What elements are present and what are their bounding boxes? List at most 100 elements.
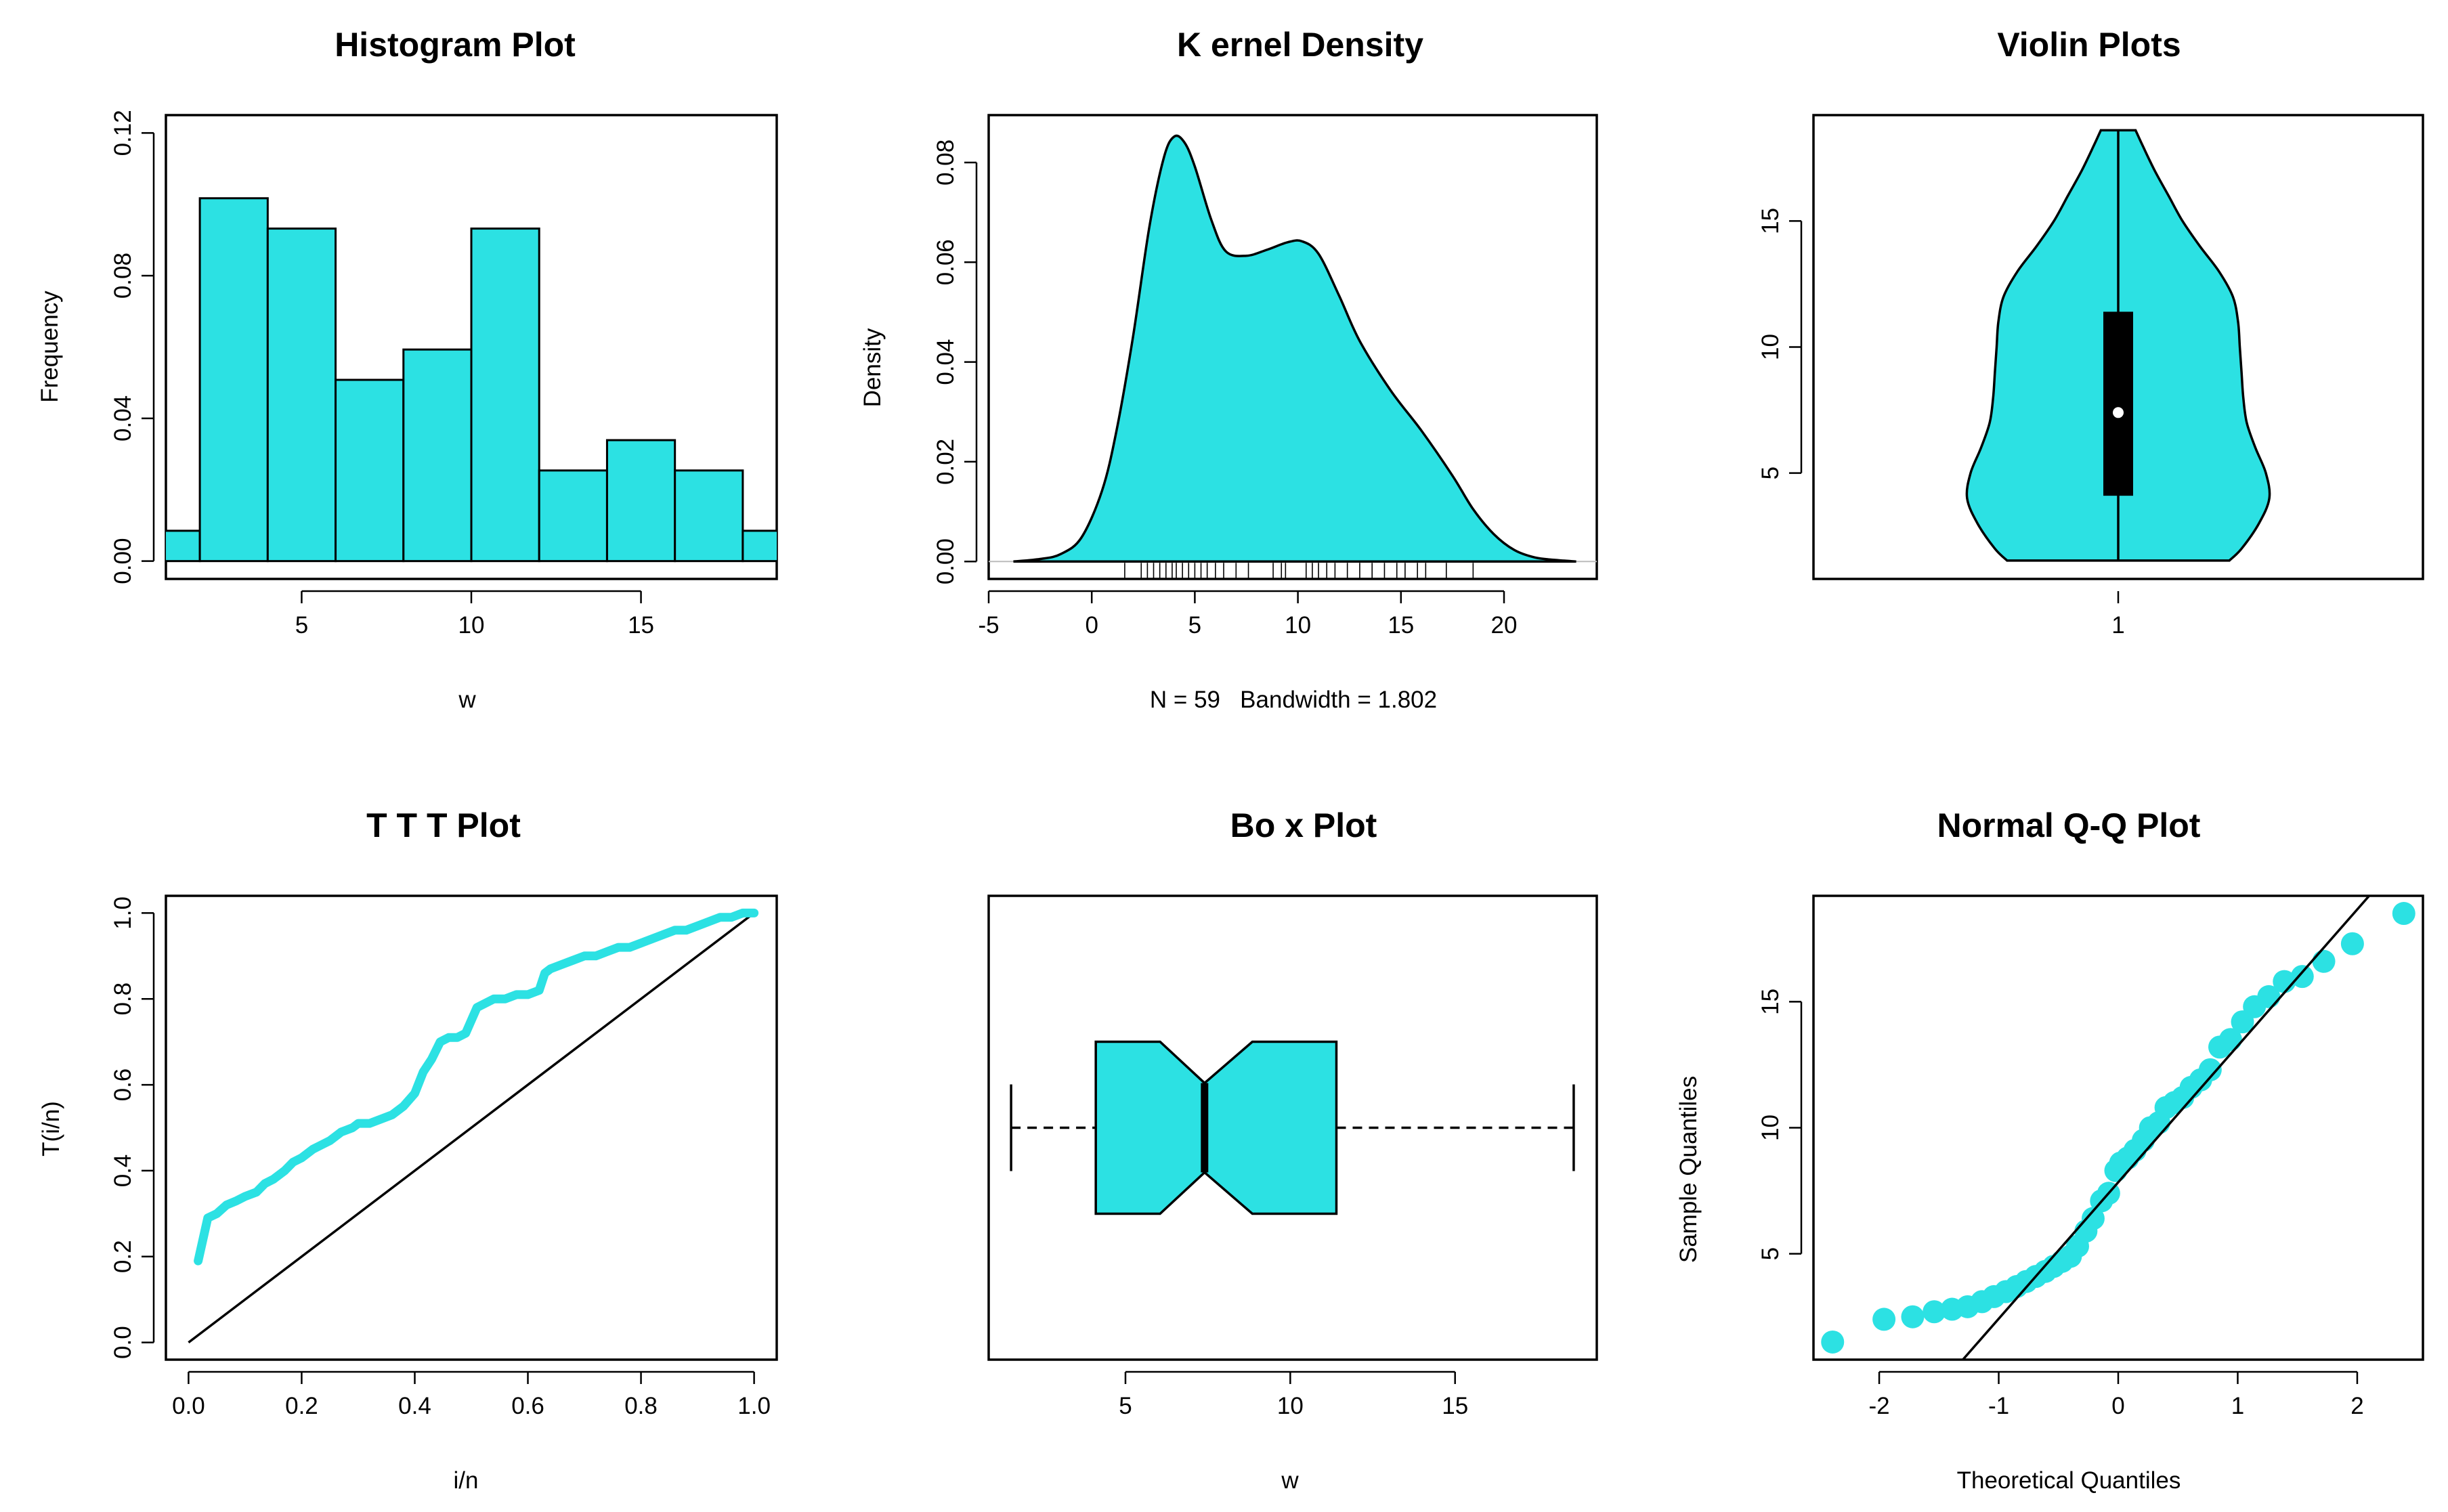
- violin-box: [2103, 311, 2133, 496]
- qq-x-tick-label: 2: [2350, 1393, 2363, 1419]
- qq-x-axis: -2 -1 0 1 2: [1868, 1370, 2364, 1419]
- kde-frame: [987, 114, 1598, 580]
- ttt-y-label: T(i/n): [38, 1101, 64, 1157]
- qq-y-tick-label: 10: [1757, 1115, 1784, 1141]
- ttt-panel: T T T Plot 0.0 0.2 0.4 0.6 0.8 1.0 0.00.20.40…: [38, 806, 778, 1494]
- violin-median-dot: [2113, 407, 2124, 418]
- kde-y-tick-label: 0.06: [932, 239, 959, 285]
- violin-x-tick-label: 1: [2111, 612, 2124, 639]
- ttt-y-tick-label: 0.4: [110, 1154, 136, 1188]
- kde-title: K ernel Density: [1177, 26, 1423, 64]
- qq-x-tick-label: -1: [1988, 1393, 2009, 1419]
- box-plot-body: [1010, 1040, 1575, 1215]
- kde-x-tick-label: 5: [1188, 612, 1201, 639]
- ttt-y-axis: 0.0 0.2 0.4 0.6 0.8 1.0: [110, 897, 155, 1359]
- histogram-x-label: w: [458, 687, 476, 713]
- kde-area: [989, 134, 1597, 563]
- histogram-panel: Histogram Plot 5 10 15 0.000.040.080.12 w …: [37, 26, 778, 713]
- qq-point: [2392, 902, 2415, 926]
- histogram-bar: [470, 228, 540, 563]
- histogram-y-tick-label: 0.08: [110, 253, 136, 299]
- histogram-bar: [538, 469, 608, 563]
- violin-body: [1965, 129, 2271, 562]
- qq-point: [2290, 965, 2314, 989]
- histogram-y-tick-label: 0.00: [110, 538, 136, 584]
- qq-x-tick-label: 0: [2111, 1393, 2124, 1419]
- qq-point: [1901, 1305, 1925, 1329]
- box-notched-box: [1094, 1040, 1338, 1215]
- kde-y-label: Density: [859, 328, 886, 407]
- histogram-bar: [605, 439, 677, 563]
- qq-point: [1923, 1300, 1946, 1324]
- kde-y-tick-label: 0.04: [932, 339, 959, 385]
- histogram-x-tick-label: 5: [295, 612, 308, 639]
- histogram-bar: [402, 348, 473, 563]
- qq-point: [2312, 949, 2336, 973]
- histogram-bar: [166, 530, 201, 563]
- box-panel: Bo x Plot 5 10 15 w: [987, 806, 1598, 1494]
- kde-x-tick-label: 0: [1085, 612, 1098, 639]
- histogram-bars: [166, 197, 777, 563]
- box-x-tick-label: 15: [1442, 1393, 1468, 1419]
- violin-x-axis: 1: [2111, 591, 2125, 639]
- ttt-title: T T T Plot: [366, 806, 521, 844]
- ttt-y-tick-label: 0.6: [110, 1068, 136, 1102]
- box-x-tick-label: 10: [1277, 1393, 1304, 1419]
- qq-reference-group: [1962, 896, 2370, 1360]
- box-x-tick-label: 5: [1119, 1393, 1132, 1419]
- kde-x-tick-label: -5: [978, 612, 999, 639]
- kde-y-tick-label: 0.02: [932, 439, 959, 485]
- qq-x-label: Theoretical Quantiles: [1957, 1467, 2181, 1494]
- ttt-y-tick-label: 0.8: [110, 982, 136, 1016]
- histogram-bar: [742, 530, 777, 563]
- box-frame: [987, 894, 1598, 1361]
- histogram-title: Histogram Plot: [335, 26, 576, 64]
- violin-y-tick-label: 15: [1757, 208, 1784, 234]
- qq-title: Normal Q-Q Plot: [1937, 806, 2201, 844]
- histogram-bar: [335, 379, 405, 563]
- violin-title: Violin Plots: [1997, 26, 2181, 64]
- ttt-reference-line: [188, 911, 755, 1344]
- kde-panel: K ernel Density -5 0 5 10 15 20 0.000.020.040…: [859, 26, 1598, 713]
- ttt-x-tick-label: 0.8: [624, 1393, 658, 1419]
- kde-rug: [1124, 563, 1474, 580]
- qq-y-label: Sample Quantiles: [1675, 1076, 1702, 1263]
- kde-x-tick-label: 15: [1388, 612, 1414, 639]
- qq-point: [2340, 932, 2364, 955]
- box-x-label: w: [1281, 1467, 1299, 1494]
- ttt-x-tick-label: 0.4: [398, 1393, 431, 1419]
- ttt-x-axis: 0.0 0.2 0.4 0.6 0.8 1.0: [172, 1370, 771, 1419]
- qq-point: [2198, 1058, 2222, 1081]
- box-x-axis: 5 10 15: [1119, 1370, 1468, 1419]
- ttt-frame: [165, 894, 778, 1361]
- histogram-x-axis: 5 10 15: [295, 590, 654, 639]
- histogram-x-tick-label: 10: [458, 612, 485, 639]
- qq-panel: Normal Q-Q Plot -2 -1 0 1 2 5 10 15 Theoretica…: [1675, 806, 2424, 1494]
- histogram-bar: [198, 197, 269, 563]
- qq-points: [1821, 896, 2415, 1360]
- kde-y-tick-label: 0.00: [932, 538, 959, 584]
- histogram-bar: [674, 469, 744, 563]
- ttt-x-tick-label: 1.0: [737, 1393, 771, 1419]
- violin-y-axis: 5 10 15: [1757, 208, 1803, 479]
- kde-x-label: N = 59 Bandwidth = 1.802: [1150, 687, 1437, 713]
- qq-x-tick-label: 1: [2231, 1393, 2244, 1419]
- qq-point: [1872, 1308, 1896, 1331]
- histogram-bar: [266, 228, 337, 563]
- kde-y-axis: 0.00 0.02 0.04 0.06 0.08: [932, 139, 978, 584]
- qq-x-tick-label: -2: [1868, 1393, 1889, 1419]
- qq-y-axis: 5 10 15: [1757, 989, 1803, 1260]
- histogram-y-tick-label: 0.04: [110, 395, 136, 441]
- histogram-y-label: Frequency: [37, 290, 63, 403]
- ttt-y-tick-label: 1.0: [110, 897, 136, 930]
- box-title: Bo x Plot: [1230, 806, 1377, 844]
- ttt-x-label: i/n: [454, 1467, 479, 1494]
- histogram-y-axis: 0.00 0.04 0.08 0.12: [110, 110, 155, 584]
- histogram-x-tick-label: 15: [628, 612, 654, 639]
- violin-y-tick-label: 10: [1757, 334, 1784, 360]
- violin-y-tick-label: 5: [1757, 467, 1784, 479]
- qq-frame: [1812, 894, 2424, 1361]
- histogram-frame: [165, 114, 778, 580]
- ttt-y-tick-label: 0.0: [110, 1326, 136, 1359]
